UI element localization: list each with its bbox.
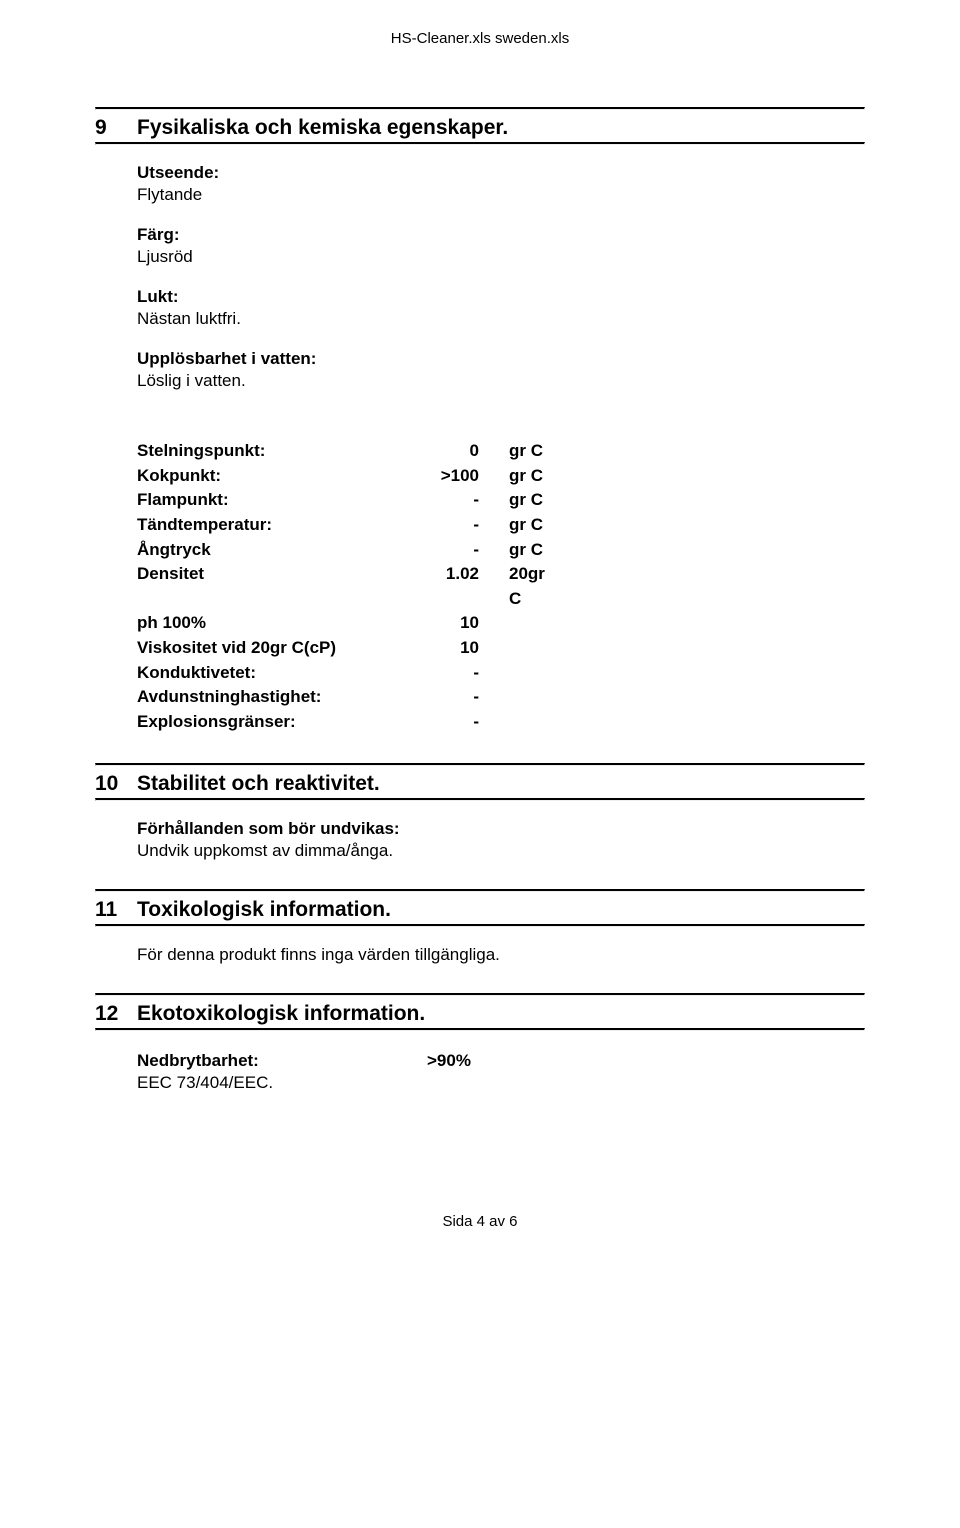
section-body: För denna produkt finns inga värden till… <box>95 945 865 965</box>
prop-label: Viskositet vid 20gr C(cP) <box>137 636 427 661</box>
table-row: Viskositet vid 20gr C(cP) 10 <box>137 636 865 661</box>
prop-value: - <box>427 538 487 563</box>
section-body: Förhållanden som bör undvikas: Undvik up… <box>95 819 865 861</box>
section-12: 12 Ekotoxikologisk information. Nedbrytb… <box>95 993 865 1094</box>
section-9: 9 Fysikaliska och kemiska egenskaper. Ut… <box>95 107 865 735</box>
eec-reference: EEC 73/404/EEC. <box>137 1073 865 1093</box>
prop-unit <box>487 710 547 735</box>
section-rule <box>95 924 865 927</box>
section-11: 11 Toxikologisk information. För denna p… <box>95 889 865 965</box>
section-number: 12 <box>95 1002 137 1026</box>
prop-value: 10 <box>427 611 487 636</box>
page-footer: Sida 4 av 6 <box>95 1213 865 1230</box>
prop-label: Konduktivetet: <box>137 661 427 686</box>
prop-value: 1.02 <box>427 562 487 611</box>
table-row: ph 100% 10 <box>137 611 865 636</box>
prop-value: - <box>427 488 487 513</box>
table-row: Kokpunkt: >100 gr C <box>137 464 865 489</box>
prop-unit <box>487 611 547 636</box>
farg-label: Färg: <box>137 225 865 245</box>
prop-unit <box>487 636 547 661</box>
prop-unit: gr C <box>487 488 547 513</box>
lukt-value: Nästan luktfri. <box>137 309 865 329</box>
conditions-avoid-value: Undvik uppkomst av dimma/ånga. <box>137 841 865 861</box>
nedbrytbarhet-label: Nedbrytbarhet: <box>137 1049 427 1074</box>
prop-label: Tändtemperatur: <box>137 513 427 538</box>
table-row: Tändtemperatur: - gr C <box>137 513 865 538</box>
toxicological-text: För denna produkt finns inga värden till… <box>137 945 865 965</box>
section-title: Fysikaliska och kemiska egenskaper. <box>137 116 508 140</box>
prop-unit: gr C <box>487 538 547 563</box>
prop-label: Kokpunkt: <box>137 464 427 489</box>
prop-unit: gr C <box>487 464 547 489</box>
table-row: Explosionsgränser: - <box>137 710 865 735</box>
prop-value: - <box>427 685 487 710</box>
prop-unit <box>487 661 547 686</box>
section-body: Utseende: Flytande Färg: Ljusröd Lukt: N… <box>95 163 865 735</box>
table-row: Flampunkt: - gr C <box>137 488 865 513</box>
section-rule <box>95 1028 865 1031</box>
upplosbarhet-label: Upplösbarhet i vatten: <box>137 349 865 369</box>
prop-label: Avdunstninghastighet: <box>137 685 427 710</box>
table-row: Ångtryck - gr C <box>137 538 865 563</box>
section-rule <box>95 798 865 801</box>
section-number: 9 <box>95 116 137 140</box>
prop-value: 10 <box>427 636 487 661</box>
table-row: Densitet 1.02 20gr C <box>137 562 865 611</box>
table-row: Stelningspunkt: 0 gr C <box>137 439 865 464</box>
prop-label: ph 100% <box>137 611 427 636</box>
prop-value: 0 <box>427 439 487 464</box>
prop-unit: gr C <box>487 439 547 464</box>
prop-label: Ångtryck <box>137 538 427 563</box>
section-body: Nedbrytbarhet: >90% EEC 73/404/EEC. <box>95 1049 865 1094</box>
conditions-avoid-label: Förhållanden som bör undvikas: <box>137 819 865 839</box>
nedbrytbarhet-value: >90% <box>427 1049 471 1074</box>
prop-unit <box>487 685 547 710</box>
properties-table: Stelningspunkt: 0 gr C Kokpunkt: >100 gr… <box>137 439 865 735</box>
prop-value: - <box>427 513 487 538</box>
prop-value: - <box>427 661 487 686</box>
section-10: 10 Stabilitet och reaktivitet. Förhållan… <box>95 763 865 861</box>
prop-unit: gr C <box>487 513 547 538</box>
prop-unit: 20gr C <box>487 562 547 611</box>
prop-label: Densitet <box>137 562 427 611</box>
section-rule <box>95 142 865 145</box>
upplosbarhet-value: Löslig i vatten. <box>137 371 865 391</box>
section-title: Stabilitet och reaktivitet. <box>137 772 380 796</box>
prop-label: Stelningspunkt: <box>137 439 427 464</box>
section-number: 10 <box>95 772 137 796</box>
table-row: Konduktivetet: - <box>137 661 865 686</box>
section-number: 11 <box>95 898 137 922</box>
section-title: Ekotoxikologisk information. <box>137 1002 425 1026</box>
utseende-label: Utseende: <box>137 163 865 183</box>
utseende-value: Flytande <box>137 185 865 205</box>
table-row: Avdunstninghastighet: - <box>137 685 865 710</box>
prop-value: - <box>427 710 487 735</box>
prop-label: Flampunkt: <box>137 488 427 513</box>
farg-value: Ljusröd <box>137 247 865 267</box>
section-title: Toxikologisk information. <box>137 898 391 922</box>
document-header: HS-Cleaner.xls sweden.xls <box>95 30 865 47</box>
prop-value: >100 <box>427 464 487 489</box>
lukt-label: Lukt: <box>137 287 865 307</box>
prop-label: Explosionsgränser: <box>137 710 427 735</box>
